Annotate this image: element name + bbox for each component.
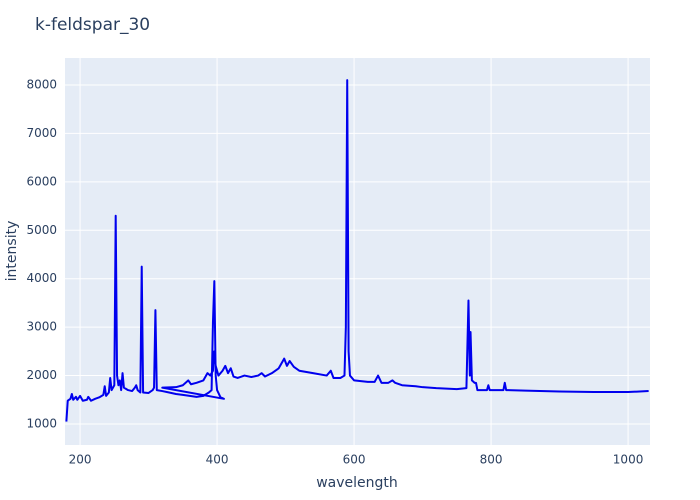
- y-tick-label: 6000: [26, 174, 57, 188]
- lines: [65, 79, 649, 422]
- x-tick-label: 400: [206, 453, 229, 467]
- x-tick-label: 1000: [613, 453, 644, 467]
- x-tick-label: 200: [69, 453, 92, 467]
- plot-area: [65, 58, 650, 445]
- y-tick-label: 1000: [26, 416, 57, 430]
- spectrum-line: [65, 79, 649, 422]
- chart-title: k-feldspar_30: [35, 15, 150, 35]
- y-tick-label: 4000: [26, 271, 57, 285]
- y-tick-label: 7000: [26, 126, 57, 140]
- x-axis-title: wavelength: [316, 475, 398, 491]
- x-tick-label: 800: [480, 453, 503, 467]
- y-tick-label: 8000: [26, 77, 57, 91]
- y-axis-title: intensity: [4, 221, 20, 282]
- y-tick-label: 3000: [26, 320, 57, 334]
- grid: [65, 58, 650, 445]
- y-tick-label: 5000: [26, 223, 57, 237]
- y-tick-label: 2000: [26, 368, 57, 382]
- x-tick-label: 600: [343, 453, 366, 467]
